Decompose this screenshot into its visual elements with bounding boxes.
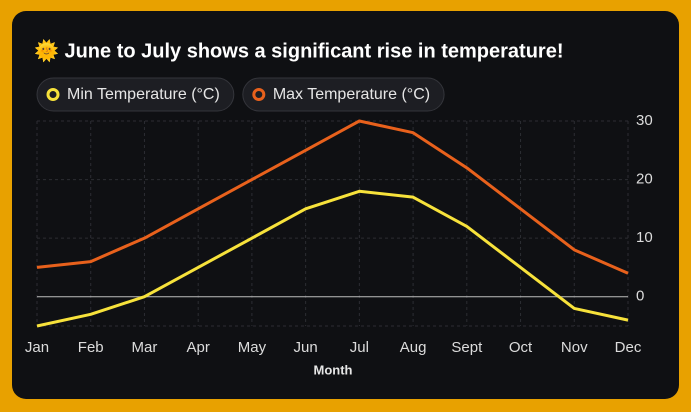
x-tick-label: Apr <box>187 339 210 356</box>
x-tick-label: Mar <box>132 339 158 356</box>
x-tick-label: Aug <box>400 339 427 356</box>
legend-swatch <box>46 88 60 101</box>
x-tick-label: Feb <box>78 339 104 356</box>
line-series <box>36 189 629 328</box>
x-tick-label: Sept <box>451 339 483 356</box>
x-axis-label: Month <box>314 362 353 377</box>
x-tick-label: Jun <box>294 339 318 356</box>
y-tick-label: 30 <box>636 112 653 129</box>
chart-title: 🌞 June to July shows a significant rise … <box>34 38 563 62</box>
x-tick-label: Jul <box>350 339 369 356</box>
x-tick-label: Oct <box>509 339 533 356</box>
legend-label: Min Temperature (°C) <box>67 86 220 103</box>
line-series <box>36 119 629 275</box>
legend-swatch <box>252 88 266 101</box>
y-tick-label: 10 <box>636 229 653 246</box>
legend-item: Max Temperature (°C) <box>242 77 445 112</box>
x-tick-label: May <box>238 339 267 356</box>
x-tick-label: Jan <box>25 339 49 356</box>
legend-item: Min Temperature (°C) <box>36 77 235 112</box>
x-tick-label: Dec <box>615 339 642 356</box>
legend-label: Max Temperature (°C) <box>273 86 430 103</box>
y-tick-label: 0 <box>636 288 644 305</box>
legend-pill <box>36 77 235 112</box>
y-tick-label: 20 <box>636 171 653 188</box>
x-tick-label: Nov <box>561 339 588 356</box>
legend-pill <box>242 77 445 112</box>
